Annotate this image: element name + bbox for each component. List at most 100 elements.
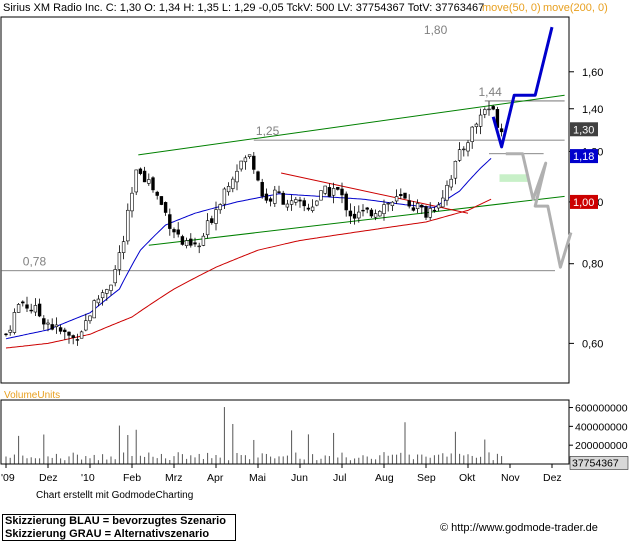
channel-lower-line — [148, 195, 565, 246]
ma200-line — [5, 198, 492, 349]
candle-body — [260, 182, 264, 197]
price-panel — [0, 16, 570, 384]
candle-body — [163, 202, 168, 213]
candle-body — [205, 220, 210, 236]
candle-body — [428, 208, 432, 218]
candle-body — [403, 192, 407, 199]
candle-body — [67, 331, 71, 336]
candle-body — [121, 241, 126, 253]
x-tick-label: Mrz — [165, 472, 183, 484]
candle-body — [331, 188, 336, 196]
candle-body — [499, 128, 504, 133]
x-tick-label: Apr — [207, 472, 224, 484]
candle-body — [92, 300, 96, 319]
candle-body — [294, 199, 298, 203]
candle-body — [264, 193, 269, 201]
candle-body — [159, 196, 164, 205]
candle-body — [58, 327, 63, 332]
x-tick-label: Jun — [291, 472, 308, 484]
candle-body — [222, 188, 227, 205]
header-ma200-label: move(200, 0) — [543, 2, 608, 14]
candle-body — [231, 178, 235, 189]
candle-body — [365, 207, 369, 210]
x-tick-label: Dez — [543, 472, 562, 484]
candle-body — [298, 199, 302, 202]
volume-tick-label: 600000000 — [575, 403, 628, 415]
candle-body — [256, 171, 260, 181]
candle-body — [302, 200, 306, 207]
candle-body — [252, 155, 256, 170]
x-tick-label: Sep — [417, 472, 436, 484]
candle-body — [201, 235, 206, 246]
candle-body — [71, 335, 75, 338]
candle-body — [214, 209, 218, 224]
candle-body — [42, 318, 46, 325]
candle-body — [415, 202, 420, 209]
candle-body — [37, 303, 42, 317]
candle-body — [180, 236, 185, 245]
candle-body — [84, 320, 88, 331]
candle-body — [126, 209, 130, 242]
legend-gray: Skizzierung GRAU = Alternativszenario — [5, 528, 210, 540]
volume-label: VolumeUnits — [4, 390, 60, 401]
x-tick-label: Nov — [501, 472, 520, 484]
x-tick-label: '09 — [1, 472, 15, 484]
candle-body — [176, 229, 180, 235]
footer-url[interactable]: http://www.godmode-trader.de — [451, 522, 598, 534]
candle-body — [96, 298, 101, 304]
candle-body — [285, 203, 290, 208]
candle-body — [8, 329, 12, 333]
candle-body — [352, 213, 357, 219]
price-tag-label: 1,00 — [573, 197, 594, 209]
x-tick-label: Jul — [333, 472, 346, 484]
y-tick-label: 0,80 — [582, 259, 603, 271]
candle-body — [79, 331, 84, 339]
header-ticker-line: Sirius XM Radio Inc. C: 1,30 O: 1,34 H: … — [3, 2, 484, 14]
candle-body — [373, 213, 378, 218]
volume-last-label: 37754367 — [572, 457, 619, 469]
candle-body — [21, 301, 25, 304]
candle-body — [12, 312, 17, 333]
candle-body — [168, 214, 172, 229]
candle-body — [487, 108, 491, 111]
candle-body — [319, 190, 323, 201]
candle-body — [306, 207, 311, 210]
candle-body — [348, 210, 353, 217]
x-tick-label: Aug — [375, 472, 394, 484]
price-tag-label: 1,30 — [573, 124, 594, 136]
candle-body — [441, 197, 445, 208]
candle-body — [466, 142, 470, 152]
legend-blue: Skizzierung BLAU = bevorzugtes Szenario — [5, 515, 226, 527]
candle-body — [197, 245, 201, 248]
candle-body — [4, 333, 8, 336]
target-zone — [499, 174, 529, 182]
candle-body — [54, 324, 59, 327]
candle-body — [382, 204, 386, 214]
volume-bars — [5, 407, 503, 464]
volume-tick-label: 400000000 — [575, 421, 628, 433]
footer-link-wrap: © http://www.godmode-trader.de — [440, 522, 598, 534]
candle-body — [457, 149, 462, 161]
candle-body — [277, 191, 281, 193]
candle-body — [390, 201, 395, 207]
volume-tick-label: 200000000 — [575, 440, 628, 452]
triangle-upper-line — [280, 172, 469, 214]
candle-body — [50, 324, 54, 330]
candle-body — [109, 284, 113, 291]
candle-body — [478, 114, 483, 127]
header-ma50-label: move(50, 0) — [482, 2, 541, 14]
level-label: 1,44 — [479, 85, 503, 99]
candle-body — [100, 292, 105, 299]
price-tag — [570, 122, 598, 137]
candle-body — [113, 269, 117, 284]
candle-body — [142, 170, 147, 183]
candle-body — [117, 252, 122, 270]
candle-body — [483, 109, 487, 115]
candle-body — [327, 187, 332, 197]
candle-body — [462, 148, 466, 151]
candle-body — [273, 189, 277, 204]
copyright-icon: © — [440, 522, 449, 534]
candle-body — [25, 304, 29, 309]
candle-body — [289, 200, 294, 205]
